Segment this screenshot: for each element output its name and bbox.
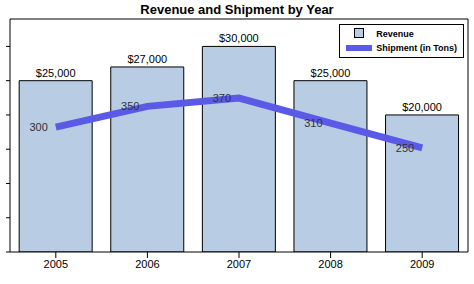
svg-text:$25,000: $25,000 xyxy=(36,67,76,79)
svg-text:$25,000: $25,000 xyxy=(311,67,351,79)
svg-text:310: 310 xyxy=(304,117,322,129)
svg-text:2005: 2005 xyxy=(44,258,68,270)
svg-text:300: 300 xyxy=(29,121,47,133)
svg-text:$27,000: $27,000 xyxy=(127,53,167,65)
svg-text:2008: 2008 xyxy=(318,258,342,270)
html-text:Shipment (in Tons): Shipment (in Tons) xyxy=(376,43,457,53)
svg-text:$20,000: $20,000 xyxy=(402,101,442,113)
svg-text:2009: 2009 xyxy=(410,258,434,270)
svg-text:370: 370 xyxy=(213,92,231,104)
html-text:Revenue and Shipment by Year: Revenue and Shipment by Year xyxy=(140,2,334,17)
svg-text:2007: 2007 xyxy=(227,258,251,270)
svg-text:250: 250 xyxy=(396,142,414,154)
svg-text:2006: 2006 xyxy=(135,258,159,270)
svg-text:350: 350 xyxy=(121,100,139,112)
svg-text:$30,000: $30,000 xyxy=(219,32,259,44)
html-text:Revenue: Revenue xyxy=(376,29,414,39)
